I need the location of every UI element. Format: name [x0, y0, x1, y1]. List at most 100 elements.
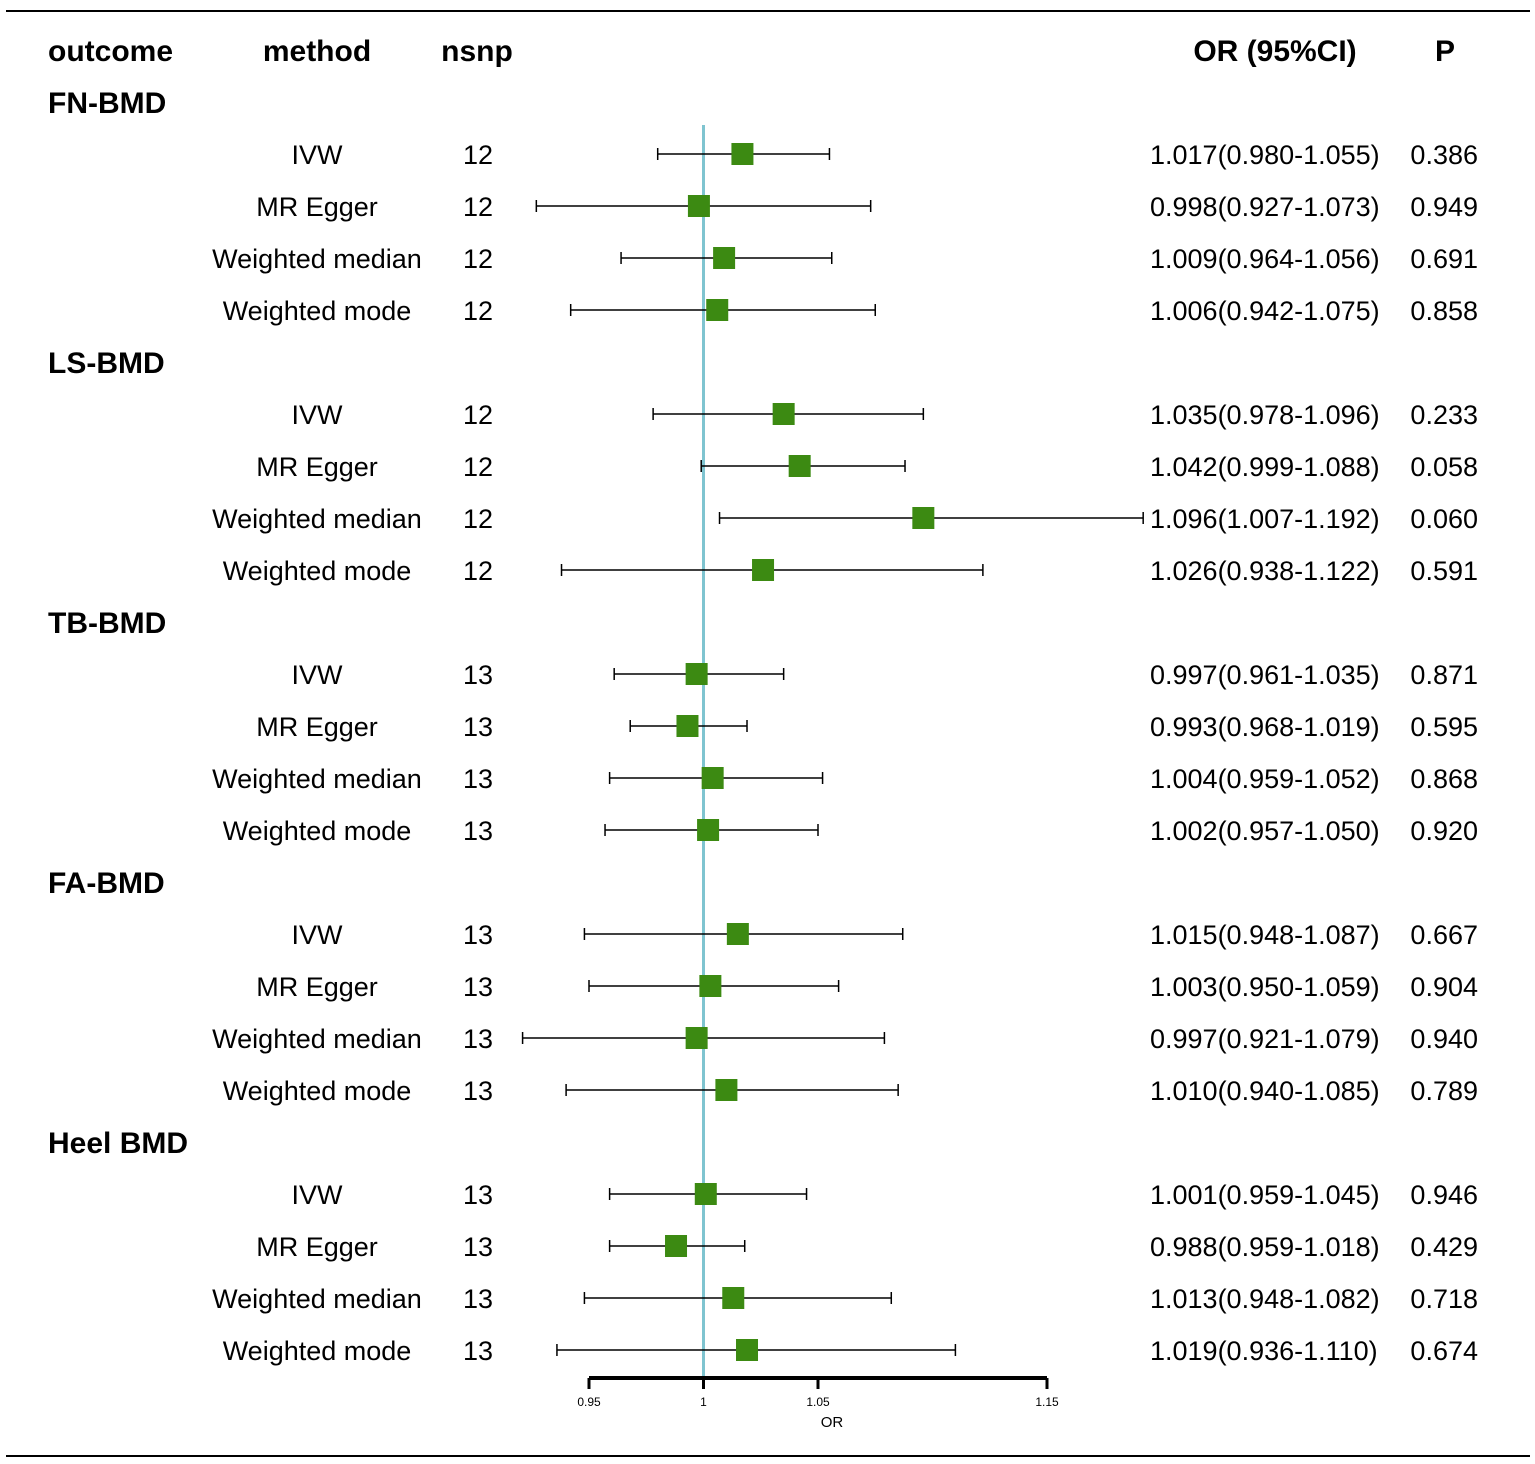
group-label-4: Heel BMD	[48, 1127, 188, 1160]
p-value: 0.674	[1410, 1336, 1478, 1366]
table-row: Weighted median 13 1.004(0.959-1.052) 0.868	[212, 764, 1478, 794]
table-row: Weighted median 12 1.009(0.964-1.056) 0.691	[212, 244, 1478, 274]
table-row: Weighted mode 13 1.002(0.957-1.050) 0.920	[223, 816, 1478, 846]
p-value: 0.949	[1410, 192, 1478, 222]
method-label: IVW	[292, 140, 344, 170]
table-row: Weighted median 13 1.013(0.948-1.082) 0.718	[212, 1284, 1478, 1314]
or-marker	[722, 1287, 745, 1309]
method-label: Weighted mode	[223, 296, 412, 326]
table-row: IVW 13 1.015(0.948-1.087) 0.667	[292, 920, 1479, 950]
or-marker	[752, 559, 775, 581]
method-label: Weighted mode	[223, 816, 412, 846]
method-label: IVW	[292, 920, 344, 950]
p-value: 0.718	[1410, 1284, 1478, 1314]
table-row: Weighted mode 12 1.026(0.938-1.122) 0.591	[223, 556, 1478, 586]
or-marker	[726, 923, 749, 945]
or-ci-value: 1.003(0.950-1.059)	[1150, 972, 1380, 1002]
or-ci-value: 1.017(0.980-1.055)	[1150, 140, 1380, 170]
or-ci-value: 0.988(0.959-1.018)	[1150, 1232, 1380, 1262]
nsnp-value: 12	[463, 400, 493, 430]
or-marker	[706, 299, 729, 321]
nsnp-value: 13	[463, 972, 493, 1002]
method-label: Weighted median	[212, 1024, 422, 1054]
or-marker	[685, 663, 708, 685]
or-marker	[701, 767, 724, 789]
header-nsnp: nsnp	[441, 35, 513, 68]
method-label: Weighted median	[212, 1284, 422, 1314]
table-row: IVW 13 0.997(0.961-1.035) 0.871	[292, 660, 1479, 690]
x-tick-label: 0.95	[577, 1395, 601, 1409]
p-value: 0.946	[1410, 1180, 1478, 1210]
p-value: 0.667	[1410, 920, 1478, 950]
or-ci-value: 1.006(0.942-1.075)	[1150, 296, 1380, 326]
or-ci-value: 1.035(0.978-1.096)	[1150, 400, 1380, 430]
or-ci-value: 1.013(0.948-1.082)	[1150, 1284, 1380, 1314]
or-marker	[788, 455, 811, 477]
method-label: Weighted median	[212, 244, 422, 274]
table-row: MR Egger 13 0.988(0.959-1.018) 0.429	[256, 1232, 1478, 1262]
nsnp-value: 13	[463, 816, 493, 846]
or-marker	[665, 1235, 688, 1257]
or-ci-value: 1.026(0.938-1.122)	[1150, 556, 1380, 586]
nsnp-value: 12	[463, 296, 493, 326]
nsnp-value: 13	[463, 1024, 493, 1054]
or-marker	[697, 819, 720, 841]
table-row: MR Egger 12 1.042(0.999-1.088) 0.058	[256, 452, 1478, 482]
method-label: IVW	[292, 400, 344, 430]
method-label: IVW	[292, 1180, 344, 1210]
nsnp-value: 13	[463, 1336, 493, 1366]
table-row: Weighted median 13 0.997(0.921-1.079) 0.940	[212, 1024, 1478, 1054]
p-value: 0.904	[1410, 972, 1478, 1002]
nsnp-value: 13	[463, 712, 493, 742]
nsnp-value: 13	[463, 764, 493, 794]
header-or-ci: OR (95%CI)	[1193, 35, 1356, 68]
group-label-1: LS-BMD	[48, 347, 165, 380]
method-label: Weighted mode	[223, 556, 412, 586]
table-row: IVW 12 1.017(0.980-1.055) 0.386	[292, 140, 1479, 170]
or-marker	[715, 1079, 738, 1101]
header-method: method	[263, 35, 371, 68]
table-row: Weighted mode 12 1.006(0.942-1.075) 0.858	[223, 296, 1478, 326]
or-ci-value: 1.015(0.948-1.087)	[1150, 920, 1380, 950]
nsnp-value: 13	[463, 1076, 493, 1106]
or-ci-value: 1.010(0.940-1.085)	[1150, 1076, 1380, 1106]
x-tick-label: 1	[700, 1395, 707, 1409]
rows-layer: FN-BMD IVW 12 1.017(0.980-1.055) 0.386 MR Egg…	[48, 87, 1478, 1378]
p-value: 0.591	[1410, 556, 1478, 586]
or-marker	[736, 1339, 759, 1361]
table-row: IVW 12 1.035(0.978-1.096) 0.233	[292, 400, 1479, 430]
nsnp-value: 13	[463, 1180, 493, 1210]
or-ci-value: 0.993(0.968-1.019)	[1150, 712, 1380, 742]
or-marker	[685, 1027, 708, 1049]
method-label: MR Egger	[256, 972, 378, 1002]
method-label: Weighted median	[212, 504, 422, 534]
p-value: 0.429	[1410, 1232, 1478, 1262]
p-value: 0.058	[1410, 452, 1478, 482]
header-outcome: outcome	[48, 35, 173, 68]
or-ci-value: 1.002(0.957-1.050)	[1150, 816, 1380, 846]
nsnp-value: 13	[463, 660, 493, 690]
or-ci-value: 1.001(0.959-1.045)	[1150, 1180, 1380, 1210]
or-ci-value: 0.997(0.921-1.079)	[1150, 1024, 1380, 1054]
table-row: MR Egger 12 0.998(0.927-1.073) 0.949	[256, 192, 1478, 222]
method-label: Weighted mode	[223, 1336, 412, 1366]
nsnp-value: 12	[463, 504, 493, 534]
p-value: 0.233	[1410, 400, 1478, 430]
nsnp-value: 13	[463, 920, 493, 950]
nsnp-value: 12	[463, 140, 493, 170]
p-value: 0.871	[1410, 660, 1478, 690]
group-label-2: TB-BMD	[48, 607, 166, 640]
nsnp-value: 13	[463, 1284, 493, 1314]
method-label: IVW	[292, 660, 344, 690]
nsnp-value: 12	[463, 556, 493, 586]
p-value: 0.868	[1410, 764, 1478, 794]
or-ci-value: 1.009(0.964-1.056)	[1150, 244, 1380, 274]
table-row: IVW 13 1.001(0.959-1.045) 0.946	[292, 1180, 1479, 1210]
x-axis-label: OR	[821, 1414, 844, 1431]
p-value: 0.691	[1410, 244, 1478, 274]
or-ci-value: 1.096(1.007-1.192)	[1150, 504, 1380, 534]
or-ci-value: 1.042(0.999-1.088)	[1150, 452, 1380, 482]
or-marker	[912, 507, 935, 529]
nsnp-value: 12	[463, 192, 493, 222]
